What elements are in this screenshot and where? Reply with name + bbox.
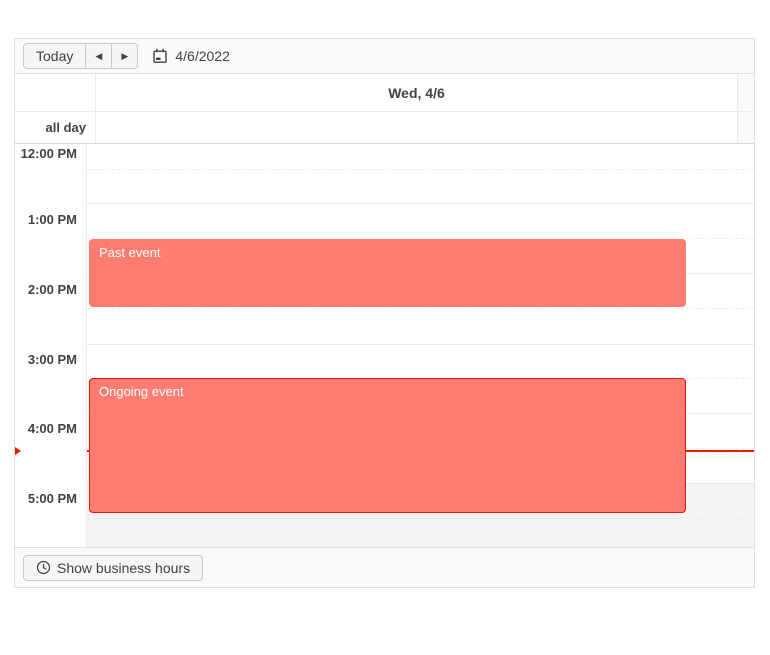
time-label: 3:00 PM <box>27 352 77 367</box>
date-picker-button[interactable]: 4/6/2022 <box>152 48 230 64</box>
scheduler-toolbar: Today ◀ ▶ 4/6/2022 <box>15 39 754 74</box>
event-past[interactable]: Past event <box>89 239 686 307</box>
all-day-slot-cell[interactable] <box>96 112 737 143</box>
header-scrollbar-spacer <box>737 74 754 111</box>
all-day-label: all day <box>45 120 86 135</box>
today-button[interactable]: Today <box>23 43 87 69</box>
hour-line <box>15 344 754 345</box>
all-day-label-cell: all day <box>15 112 96 143</box>
current-date-label: 4/6/2022 <box>175 48 230 64</box>
time-label: 5:00 PM <box>27 491 77 506</box>
time-column-header-cell <box>15 74 96 111</box>
time-label: 4:00 PM <box>27 421 77 436</box>
day-header-label: Wed, 4/6 <box>388 84 445 101</box>
scheduler: Today ◀ ▶ 4/6/2022 Wed, 4 <box>14 38 755 588</box>
clock-icon <box>36 560 51 575</box>
time-column: 12:00 PM 1:00 PM 2:00 PM 3:00 PM 4:00 PM… <box>15 144 87 547</box>
all-day-scrollbar-spacer <box>737 112 754 143</box>
prev-day-button[interactable]: ◀ <box>85 43 113 69</box>
half-hour-line <box>87 518 754 519</box>
calendar-icon <box>152 48 168 64</box>
half-hour-line <box>87 308 754 309</box>
time-label: 12:00 PM <box>20 146 77 161</box>
show-business-hours-button[interactable]: Show business hours <box>23 554 204 581</box>
day-header-row: Wed, 4/6 <box>15 74 754 112</box>
day-header-cell[interactable]: Wed, 4/6 <box>96 74 737 111</box>
nav-button-group: Today ◀ ▶ <box>23 43 139 69</box>
all-day-row: all day <box>15 112 754 144</box>
event-title: Ongoing event <box>99 384 184 399</box>
next-day-button[interactable]: ▶ <box>111 43 139 69</box>
show-business-hours-label: Show business hours <box>57 559 191 576</box>
half-hour-line <box>87 169 754 170</box>
event-title: Past event <box>99 245 161 260</box>
time-label: 1:00 PM <box>27 212 77 227</box>
chevron-left-icon: ◀ <box>95 50 103 61</box>
time-label: 2:00 PM <box>27 282 77 297</box>
chevron-right-icon: ▶ <box>121 50 129 61</box>
current-time-arrow-icon <box>15 447 21 455</box>
scheduler-footer: Show business hours <box>15 547 754 587</box>
half-hour-line <box>87 238 754 239</box>
event-ongoing[interactable]: Ongoing event <box>89 378 686 513</box>
time-grid: 12:00 PM 1:00 PM 2:00 PM 3:00 PM 4:00 PM… <box>15 144 754 547</box>
hour-line <box>15 203 754 204</box>
